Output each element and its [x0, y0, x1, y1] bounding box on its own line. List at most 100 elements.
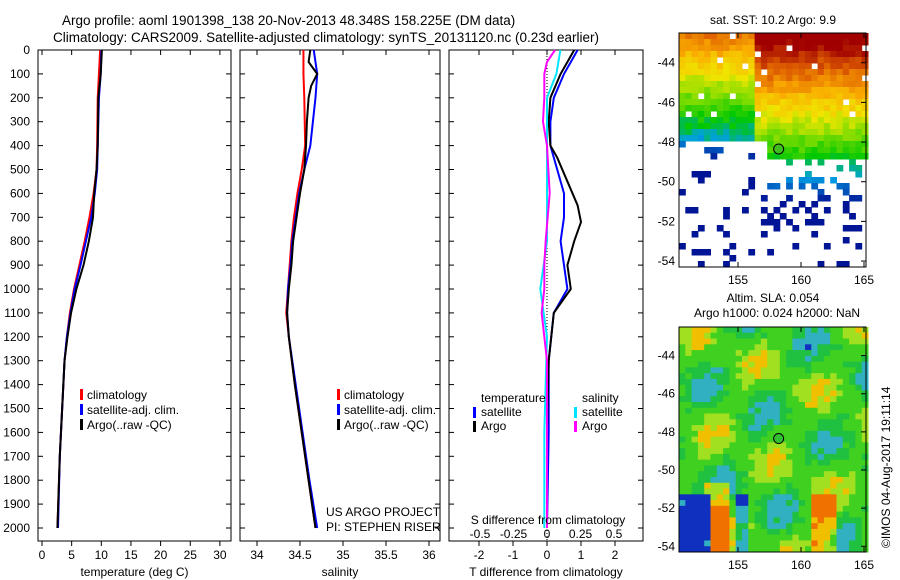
x-tick-label: 155	[728, 558, 748, 572]
map-cell	[842, 45, 850, 52]
map-cell	[748, 430, 756, 438]
map-cell	[792, 355, 800, 363]
map-cell	[798, 528, 806, 536]
map-cell	[748, 500, 756, 507]
map-cell	[685, 87, 693, 94]
map-cell	[691, 361, 699, 368]
map-cell	[735, 500, 743, 507]
map-cell	[729, 99, 737, 106]
map-cell	[779, 488, 787, 495]
map-cell	[754, 105, 762, 112]
map-cell	[704, 413, 711, 420]
map-cell	[679, 413, 686, 420]
map-cell	[798, 81, 806, 88]
map-cell	[773, 511, 781, 518]
map-cell	[830, 350, 837, 357]
map-cell	[679, 378, 686, 386]
map-cell	[805, 355, 812, 363]
map-cell	[811, 477, 819, 484]
y-tick-label: -44	[658, 349, 676, 363]
map-cell	[691, 57, 699, 64]
map-cell	[805, 219, 812, 226]
x-tick-label: 155	[728, 273, 748, 287]
map-cell	[817, 195, 825, 202]
map-cell	[716, 69, 724, 76]
map-cell	[697, 39, 705, 46]
map-cell	[742, 93, 749, 100]
y-tick-label: 700	[10, 210, 30, 224]
map-cell	[823, 534, 831, 541]
map-cell	[817, 419, 825, 426]
map-cell	[685, 57, 693, 64]
map-cell	[697, 413, 705, 420]
map-cell	[735, 511, 743, 518]
map-cell	[830, 367, 837, 374]
map-cell	[691, 171, 699, 178]
map-cell	[779, 500, 787, 507]
map-cell	[855, 147, 863, 154]
map-cell	[723, 338, 730, 345]
map-cell	[735, 69, 743, 76]
map-cell	[842, 39, 850, 46]
map-cell	[748, 81, 756, 88]
map-cell	[805, 511, 812, 518]
map-cell	[798, 117, 806, 124]
map-cell	[691, 465, 699, 472]
map-cell	[792, 69, 800, 76]
map-cell	[710, 477, 718, 484]
map-cell	[710, 147, 718, 154]
map-cell	[697, 430, 705, 438]
map-cell	[710, 99, 718, 106]
map-cell	[729, 425, 737, 432]
map-cell	[792, 33, 800, 40]
map-cell	[710, 367, 718, 374]
map-cell	[760, 482, 768, 490]
map-cell	[842, 511, 850, 518]
map-cell	[817, 505, 825, 513]
map-cell	[849, 195, 856, 202]
map-cell	[748, 540, 756, 547]
map-cell	[767, 63, 774, 70]
map-cell	[748, 105, 756, 112]
map-cell	[811, 419, 819, 426]
map-cell	[779, 378, 787, 386]
legend-swatch	[80, 419, 83, 430]
map-cell	[830, 390, 837, 397]
map-cell	[691, 332, 699, 340]
map-cell	[697, 367, 705, 374]
map-cell	[779, 465, 787, 472]
map-cell	[767, 407, 774, 415]
map-cell	[679, 99, 686, 106]
map-cell	[849, 430, 856, 438]
map-cell	[773, 105, 781, 112]
map-cell	[729, 500, 737, 507]
map-cell	[735, 425, 743, 432]
map-cell	[754, 534, 762, 541]
map-cell	[842, 453, 850, 461]
map-cell	[685, 105, 693, 112]
map-cell	[729, 419, 737, 426]
map-cell	[723, 482, 730, 490]
map-cell	[748, 75, 756, 82]
map-cell	[817, 219, 825, 226]
map-cell	[742, 350, 749, 357]
map-cell	[842, 396, 850, 403]
map-cell	[849, 225, 856, 232]
map-cell	[842, 69, 850, 76]
map-cell	[767, 373, 774, 380]
map-cell	[767, 361, 774, 368]
map-cell	[742, 459, 749, 466]
map-cell	[767, 327, 774, 334]
map-cell	[685, 117, 693, 124]
map-cell	[691, 534, 699, 541]
map-cell	[823, 129, 831, 136]
map-cell	[679, 332, 686, 340]
map-cell	[842, 135, 850, 142]
map-cell	[817, 384, 825, 391]
map-cell	[842, 87, 850, 94]
map-cell	[742, 540, 749, 547]
map-cell	[704, 355, 711, 363]
map-cell	[786, 63, 793, 70]
map-cell	[861, 482, 869, 490]
map-cell	[823, 436, 831, 443]
